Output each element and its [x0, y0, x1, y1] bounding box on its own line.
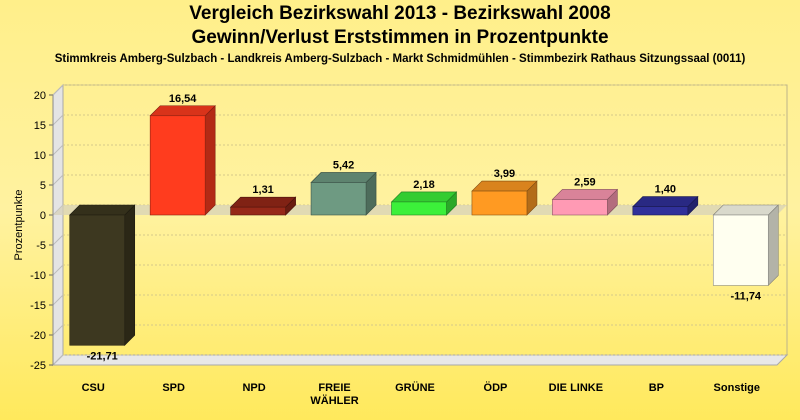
- grid-line-side: [52, 324, 64, 336]
- bar-front: [712, 214, 769, 286]
- bar-top: [149, 105, 216, 117]
- y-tick-label: -25: [30, 360, 46, 372]
- grid-line-side: [52, 234, 64, 246]
- bar-top: [712, 204, 780, 216]
- x-tick-label: NPD: [242, 382, 265, 394]
- bar-front: [471, 190, 528, 216]
- bar-front: [230, 206, 286, 216]
- y-tick-label: 0: [40, 210, 46, 222]
- bar-ödp: [471, 180, 538, 216]
- bar-top: [471, 180, 538, 192]
- bar-csu: [68, 204, 136, 346]
- bar-bp: [632, 195, 699, 216]
- bar-sonstige: [712, 204, 780, 287]
- data-label: -21,71: [87, 350, 118, 362]
- grid-line-side: [52, 84, 64, 96]
- y-tick-label: -20: [30, 330, 46, 342]
- bar-front: [310, 182, 367, 216]
- data-label: 5,42: [333, 159, 354, 171]
- bar-freie-wähler: [310, 171, 377, 216]
- y-tick-label: -15: [30, 300, 46, 312]
- data-label: 2,59: [574, 176, 595, 188]
- x-tick-label: SPD: [162, 382, 185, 394]
- bar-side: [204, 105, 216, 216]
- y-tick-label: 10: [34, 150, 46, 162]
- data-label: 1,31: [252, 184, 273, 196]
- grid-line-side: [52, 174, 64, 186]
- bar-top: [390, 191, 458, 203]
- bar-side: [124, 204, 136, 346]
- plot-left-wall: [52, 83, 64, 367]
- x-tick-label: CSU: [82, 382, 105, 394]
- data-label: 16,54: [169, 93, 197, 105]
- y-tick-label: 20: [34, 90, 46, 102]
- chart-title-line1: Vergleich Bezirkswahl 2013 - Bezirkswahl…: [189, 3, 611, 24]
- data-label: 3,99: [494, 168, 515, 180]
- bar-front: [552, 199, 608, 216]
- bar-top: [229, 196, 297, 208]
- data-label: 2,18: [413, 179, 434, 191]
- y-axis-label: Prozentpunkte: [13, 190, 25, 261]
- bar-top: [632, 196, 699, 207]
- data-label: 1,40: [655, 184, 676, 196]
- x-tick-label: DIE LINKE: [549, 382, 603, 394]
- bar-top: [551, 189, 619, 200]
- grid-line-side: [52, 354, 64, 366]
- grid-line-side: [52, 114, 64, 126]
- y-tick-label: 15: [34, 120, 46, 132]
- bar-npd: [229, 196, 297, 216]
- bar-front: [632, 206, 689, 216]
- bar-front: [69, 214, 126, 346]
- bar-grüne: [390, 191, 458, 216]
- grid-line-side: [52, 294, 64, 306]
- bar-front: [149, 115, 206, 216]
- bar-die-linke: [551, 188, 619, 216]
- x-tick-label: FREIE: [318, 382, 350, 394]
- grid-line-side: [52, 264, 64, 276]
- data-label: -11,74: [730, 290, 761, 302]
- x-tick-label: WÄHLER: [310, 394, 358, 407]
- x-tick-label: ÖDP: [484, 381, 508, 394]
- chart-title-line2: Gewinn/Verlust Erststimmen in Prozentpun…: [191, 27, 609, 48]
- grid-line-side: [52, 144, 64, 156]
- y-tick-label: -5: [36, 240, 46, 252]
- bar-side: [767, 204, 779, 287]
- plot-floor: [51, 354, 789, 366]
- x-tick-label: Sonstige: [714, 382, 760, 394]
- y-tick-label: -10: [30, 270, 46, 282]
- bar-top: [68, 204, 136, 216]
- y-tick-label: 5: [40, 180, 46, 192]
- bar-top: [310, 172, 377, 183]
- bar-spd: [149, 105, 216, 216]
- x-tick-label: BP: [649, 382, 664, 394]
- chart-subtitle: Stimmkreis Amberg-Sulzbach - Landkreis A…: [54, 53, 746, 65]
- x-tick-label: GRÜNE: [395, 381, 435, 394]
- bar-front: [391, 201, 447, 216]
